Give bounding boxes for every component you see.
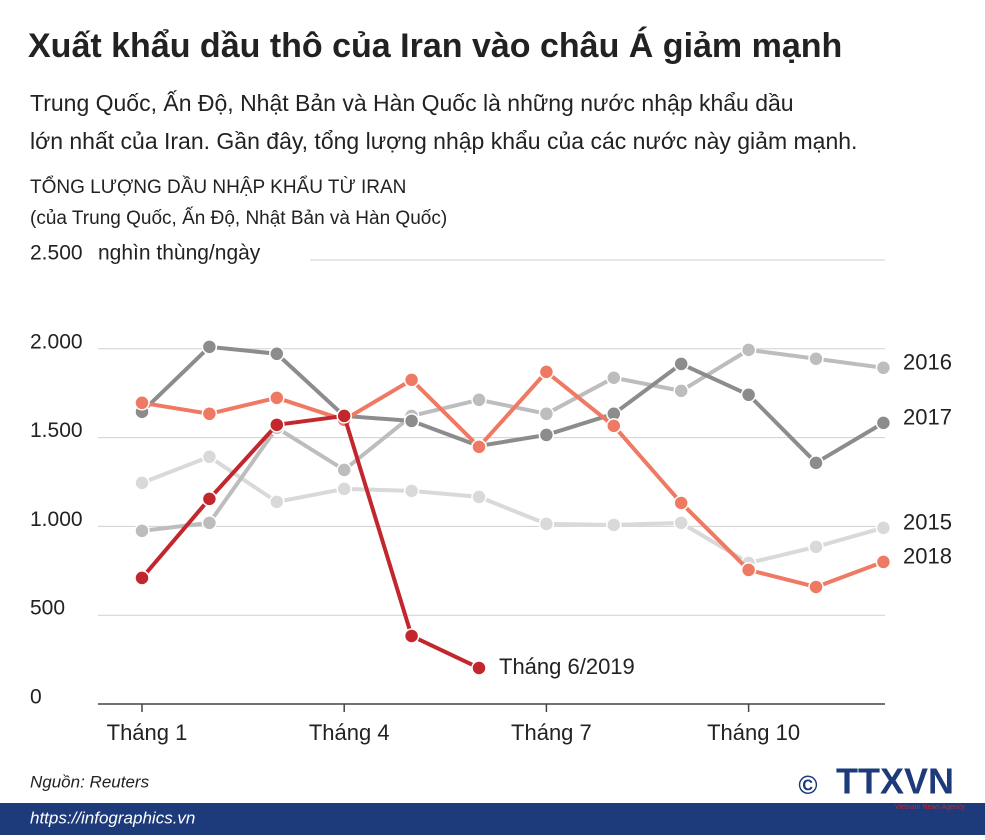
data-point bbox=[201, 406, 218, 422]
subtitle: Trung Quốc, Ấn Độ, Nhật Bản và Hàn Quốc … bbox=[30, 89, 794, 116]
data-point bbox=[673, 383, 689, 399]
footer-bar bbox=[0, 803, 985, 835]
data-point bbox=[673, 515, 689, 531]
data-point bbox=[471, 660, 487, 676]
series-label: 2015 bbox=[903, 510, 952, 535]
data-point bbox=[875, 360, 892, 376]
y-unit: nghìn thùng/ngày bbox=[98, 242, 261, 265]
x-tick-label: Tháng 4 bbox=[309, 720, 390, 745]
data-point bbox=[269, 494, 285, 510]
data-point bbox=[740, 342, 757, 358]
x-tick-label: Tháng 10 bbox=[707, 720, 800, 745]
data-point bbox=[538, 364, 555, 380]
data-point bbox=[538, 406, 555, 422]
data-point bbox=[201, 449, 218, 465]
data-point bbox=[403, 483, 420, 499]
data-point bbox=[875, 520, 892, 536]
data-point bbox=[269, 346, 285, 362]
source: Nguồn: Reuters bbox=[30, 772, 150, 791]
data-point bbox=[538, 427, 555, 443]
data-point bbox=[606, 369, 622, 386]
series-line bbox=[141, 369, 885, 589]
data-point bbox=[403, 413, 420, 429]
data-point bbox=[808, 455, 824, 471]
data-point bbox=[606, 418, 622, 434]
y-tick-label: 2.500 bbox=[30, 242, 83, 265]
chart-title: Xuất khẩu dầu thô của Iran vào châu Á gi… bbox=[28, 27, 842, 65]
data-point bbox=[336, 408, 352, 424]
data-point bbox=[740, 562, 757, 578]
data-point bbox=[673, 495, 689, 511]
x-tick-label: Tháng 1 bbox=[107, 720, 188, 745]
data-point bbox=[471, 392, 487, 408]
data-point bbox=[471, 439, 487, 455]
y-tick-label: 2.000 bbox=[30, 330, 83, 353]
data-point bbox=[134, 523, 150, 539]
chart-label: (của Trung Quốc, Ấn Độ, Nhật Bản và Hàn … bbox=[30, 207, 447, 229]
series-label: 2018 bbox=[903, 544, 952, 569]
series-line bbox=[140, 344, 885, 465]
series-label: 2016 bbox=[903, 350, 952, 375]
series-label: 2017 bbox=[903, 405, 952, 430]
logo-tagline: Vietnam News Agency bbox=[895, 804, 965, 811]
data-point bbox=[875, 415, 892, 431]
annotation: Tháng 6/2019 bbox=[499, 654, 635, 679]
series-line bbox=[141, 454, 884, 565]
series-line bbox=[140, 413, 480, 670]
subtitle: lớn nhất của Iran. Gần đây, tổng lượng n… bbox=[30, 128, 857, 154]
data-point bbox=[808, 539, 824, 555]
data-point bbox=[336, 462, 352, 478]
y-tick-label: 1.500 bbox=[30, 419, 83, 442]
data-point bbox=[403, 372, 420, 388]
data-point bbox=[134, 395, 150, 411]
x-tick-label: Tháng 7 bbox=[511, 720, 592, 745]
y-tick-label: 500 bbox=[30, 597, 65, 620]
data-point bbox=[673, 356, 689, 372]
data-point bbox=[740, 387, 757, 403]
data-point bbox=[269, 390, 285, 406]
y-tick-label: 0 bbox=[30, 686, 42, 709]
data-point bbox=[606, 517, 622, 533]
y-tick-label: 1.000 bbox=[30, 508, 83, 531]
data-point bbox=[403, 628, 420, 644]
data-point bbox=[201, 339, 218, 355]
chart-label: TỔNG LƯỢNG DẦU NHẬP KHẨU TỪ IRAN bbox=[30, 176, 406, 198]
data-point bbox=[538, 516, 555, 532]
data-point bbox=[269, 417, 285, 433]
url: https://infographics.vn bbox=[30, 808, 195, 827]
data-point bbox=[336, 481, 352, 497]
logo-mark: © bbox=[798, 770, 817, 800]
data-point bbox=[201, 515, 218, 531]
logo-name: TTXVN bbox=[836, 761, 954, 802]
data-point bbox=[471, 489, 487, 505]
data-point bbox=[134, 570, 150, 586]
data-point bbox=[134, 475, 150, 491]
data-point bbox=[875, 554, 892, 570]
data-point bbox=[808, 350, 824, 367]
data-point bbox=[808, 579, 824, 595]
data-point bbox=[201, 491, 218, 507]
